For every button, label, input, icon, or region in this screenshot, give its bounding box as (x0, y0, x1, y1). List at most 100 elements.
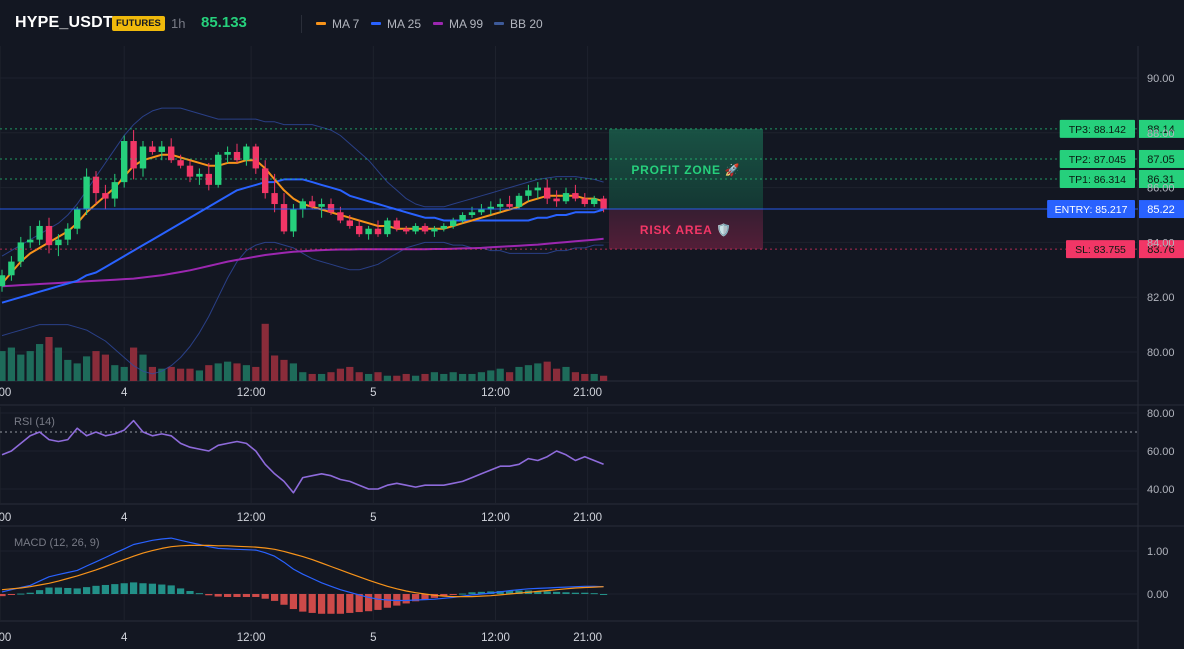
macd-histogram-bar (195, 593, 203, 595)
volume-bar (336, 368, 344, 381)
level-axis-label-tp2: 87.05 (1147, 154, 1175, 166)
legend-bb20[interactable]: BB 20 (494, 17, 543, 31)
rsi-tick-label: 60.00 (1147, 446, 1175, 458)
candle-body (487, 206, 494, 210)
volume-bar (7, 347, 15, 381)
candle-body (506, 204, 513, 207)
macd-histogram-bar (327, 594, 335, 614)
macd-histogram-bar (148, 583, 156, 594)
candle-body (403, 228, 410, 232)
candle (299, 198, 306, 218)
candle (346, 215, 353, 229)
volume-bar (543, 361, 551, 381)
level-tag-tp1: TP1: 86.314 (1069, 174, 1126, 186)
candle (186, 160, 194, 183)
time-tick-label: 2:00 (0, 632, 11, 644)
level-tag-tp2: TP2: 87.045 (1069, 154, 1126, 166)
candle-body (544, 187, 551, 199)
volume-bar (299, 372, 307, 381)
time-tick-label: 21:00 (573, 387, 602, 399)
volume-bar (308, 373, 316, 381)
candle-body (374, 228, 382, 235)
macd-histogram-bar (26, 592, 34, 594)
level-tag-bg-entry (1047, 200, 1135, 219)
candle-body (27, 239, 34, 243)
level-axis-bg-tp3 (1139, 119, 1184, 138)
time-tick-label: 12:00 (237, 387, 266, 399)
candle (459, 212, 466, 224)
timeframe-selector[interactable]: 1h (171, 16, 186, 31)
candle-body (243, 146, 250, 161)
axes: 80.00 82.00 84.00 86.00 88.00 90.00 2:00 4 12:00… (0, 73, 1175, 644)
macd-histogram-bar (477, 591, 485, 594)
macd-histogram-bar (355, 594, 363, 613)
time-tick-label: 5 (370, 632, 376, 644)
volume-bar (195, 370, 203, 381)
volume-bar (177, 368, 185, 381)
candle-body (365, 228, 372, 235)
candle-body (215, 154, 222, 185)
volume-bar (233, 363, 241, 381)
macd-histogram-bar (571, 592, 579, 594)
legend-ma25[interactable]: MA 25 (371, 17, 421, 31)
candle-body (384, 220, 391, 235)
candle-body (431, 228, 438, 232)
macd-tick-label: 0.00 (1147, 589, 1168, 601)
volume-bar (130, 347, 138, 381)
macd-histogram-bar (506, 590, 514, 594)
candle-body (45, 225, 53, 246)
candle (374, 220, 382, 237)
candle-body (318, 204, 325, 207)
rsi-tick-label: 40.00 (1147, 484, 1175, 496)
volume-bar (515, 366, 523, 381)
time-tick-label: 12:00 (481, 387, 510, 399)
last-price: 85.133 (201, 14, 247, 31)
header-divider (301, 15, 302, 33)
candles[interactable] (0, 130, 607, 292)
volume-bar (17, 354, 25, 381)
volume-bar (139, 354, 147, 381)
volume-bar (553, 368, 561, 381)
legend-ma7[interactable]: MA 7 (316, 17, 359, 31)
candle-body (121, 141, 128, 183)
ma25-swatch (371, 22, 381, 26)
level-tag-bg-sl (1066, 240, 1135, 259)
candle (280, 193, 288, 235)
legend-ma7-label: MA 7 (332, 17, 360, 31)
volume-bar (421, 373, 429, 381)
candle (365, 225, 372, 240)
volume-bar (346, 366, 354, 381)
macd-histogram-bar (64, 587, 72, 594)
candle (74, 206, 81, 235)
chart-background (0, 46, 1184, 649)
profit-zone (609, 128, 763, 210)
volume-bar (167, 366, 175, 381)
candle-body (553, 198, 560, 202)
candle (440, 223, 447, 232)
macd-histogram-bar (365, 594, 373, 612)
candle-body (497, 204, 504, 207)
candle (356, 220, 363, 237)
candle (92, 171, 100, 205)
candle-body (139, 146, 147, 169)
symbol-title[interactable]: HYPE_USDT (15, 14, 113, 31)
legend-bb20-label: BB 20 (510, 17, 543, 31)
legend-ma99[interactable]: MA 99 (433, 17, 483, 31)
ma7-swatch (316, 22, 326, 26)
candle-body (177, 160, 184, 166)
trade-zones: PROFIT ZONE 🚀 RISK AREA 🛡️ (609, 128, 763, 250)
volume-bar (318, 373, 326, 381)
volume-bar (83, 356, 91, 381)
candle (271, 173, 278, 213)
candle-body (186, 165, 194, 177)
level-axis-label-sl: 83.76 (1147, 244, 1175, 256)
candle (139, 141, 147, 177)
macd-histogram-bar (139, 583, 147, 594)
macd-histogram-bar (459, 593, 467, 595)
volume-bar (205, 365, 213, 381)
time-tick-label: 2:00 (0, 387, 11, 399)
rsi-line (1, 419, 604, 494)
macd-histogram-bar (205, 594, 213, 596)
candle-body (252, 146, 259, 169)
